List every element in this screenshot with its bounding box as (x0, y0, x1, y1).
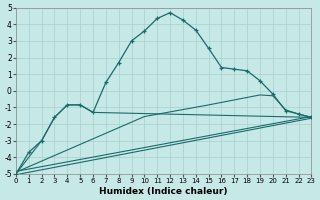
X-axis label: Humidex (Indice chaleur): Humidex (Indice chaleur) (100, 187, 228, 196)
